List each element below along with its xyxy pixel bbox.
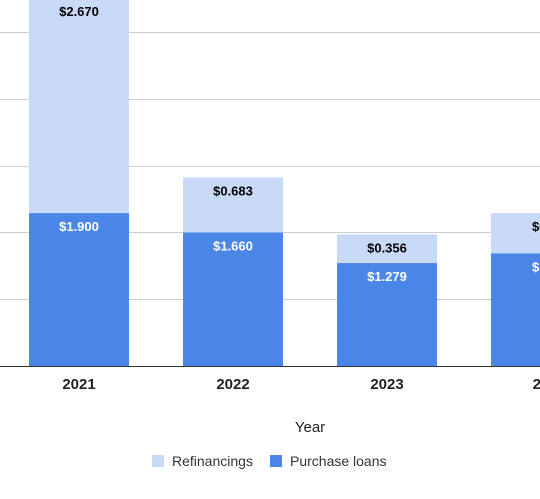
legend-label-purchase-loans: Purchase loans xyxy=(290,453,387,469)
legend-label-refinancings: Refinancings xyxy=(172,453,253,469)
x-tick-label-2022: 2022 xyxy=(216,376,249,393)
x-axis-title: Year xyxy=(295,419,325,436)
x-tick-label-2023: 2023 xyxy=(370,376,403,393)
data-label-refinancings-2021: $2.670 xyxy=(59,4,99,19)
bar-refinancings-2024 xyxy=(491,213,540,254)
bar-purchase-loans-2024 xyxy=(491,253,540,366)
bars xyxy=(29,0,540,366)
data-label-refinancings-2022: $0.683 xyxy=(213,183,253,198)
bar-refinancings-2023 xyxy=(337,234,437,264)
data-label-purchase-loans-2022: $1.660 xyxy=(213,238,253,253)
data-labels: $1.900 $2.670 $1.660 $0.683 $1.279 $0.356 $1. $… xyxy=(59,4,540,284)
bar-purchase-loans-2021 xyxy=(29,213,129,366)
legend-swatch-refinancings xyxy=(152,455,164,467)
data-label-refinancings-2023: $0.356 xyxy=(367,240,407,255)
x-tick-label-2024: 20 xyxy=(533,376,540,393)
legend: Refinancings Purchase loans xyxy=(152,453,387,469)
bar-refinancings-2021 xyxy=(29,0,129,214)
bar-purchase-loans-2023 xyxy=(337,263,437,366)
data-label-purchase-loans-2021: $1.900 xyxy=(59,219,99,234)
x-tick-label-2021: 2021 xyxy=(62,376,95,393)
bar-refinancings-2022 xyxy=(183,177,283,233)
data-label-purchase-loans-2024: $1. xyxy=(532,259,540,274)
bar-purchase-loans-2022 xyxy=(183,232,283,366)
legend-swatch-purchase-loans xyxy=(270,455,282,467)
data-label-purchase-loans-2023: $1.279 xyxy=(367,269,407,284)
data-label-refinancings-2024: $0. xyxy=(532,219,540,234)
x-tick-labels: 2021 2022 2023 20 xyxy=(62,376,540,393)
